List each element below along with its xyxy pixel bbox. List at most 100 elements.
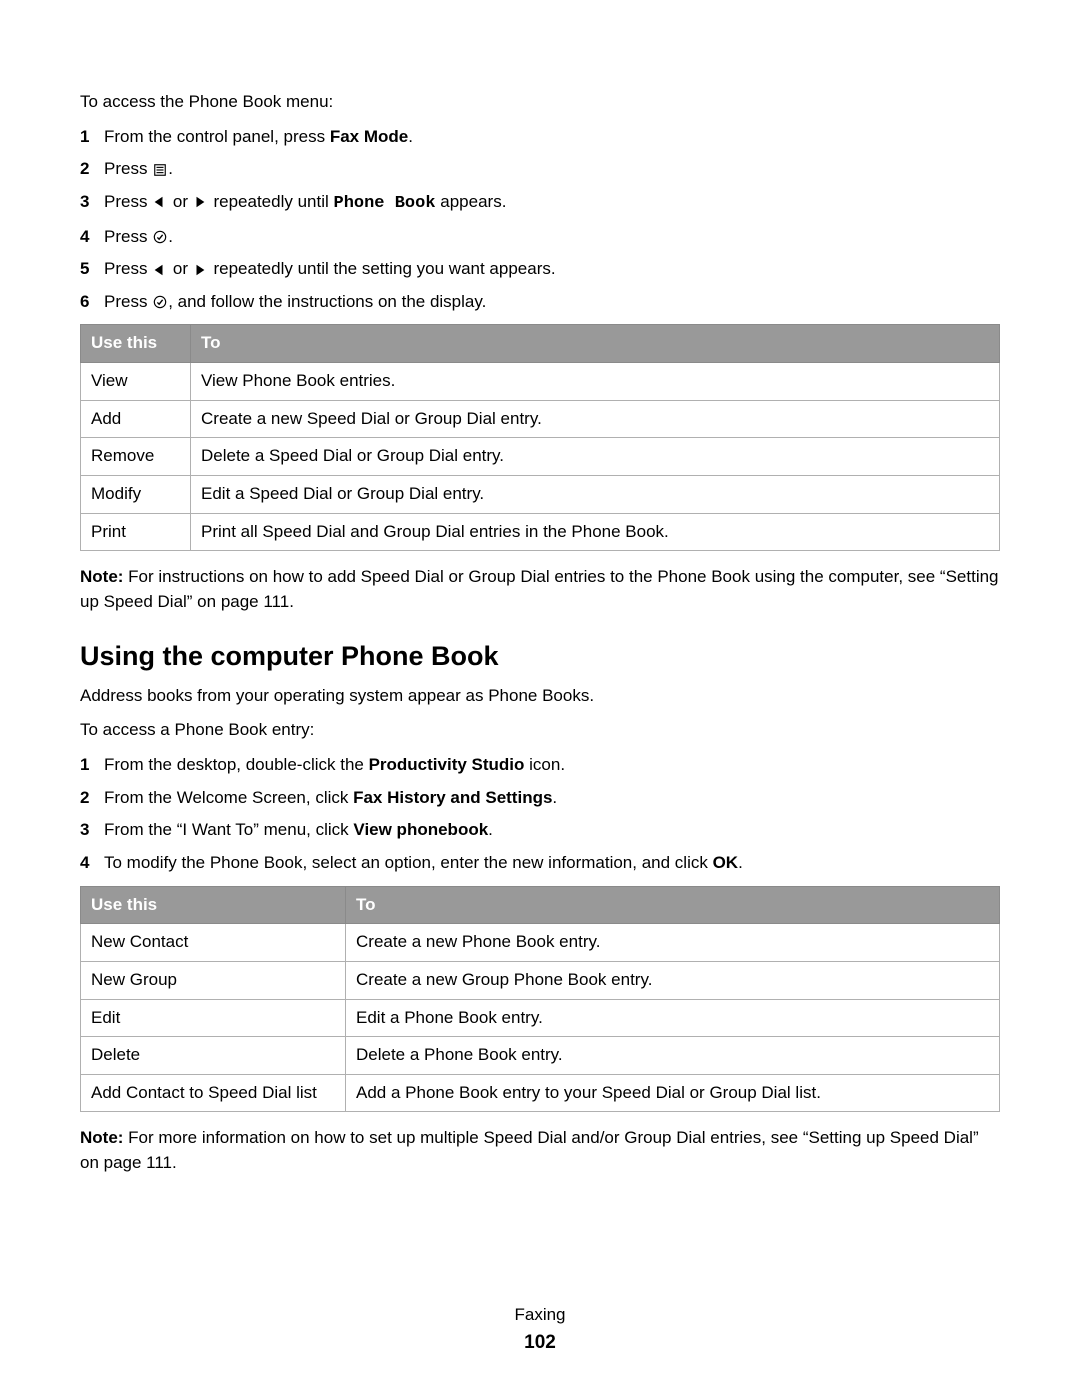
step-5: 5 Press or repeatedly until the setting …	[80, 257, 1000, 282]
options-table-2: Use this To New Contact Create a new Pho…	[80, 886, 1000, 1113]
document-page: To access the Phone Book menu: 1 From th…	[0, 0, 1080, 1397]
step-number: 3	[80, 818, 104, 843]
ok-icon	[152, 230, 168, 244]
table-header-row: Use this To	[81, 325, 1000, 363]
paragraph: To access a Phone Book entry:	[80, 718, 1000, 743]
intro-paragraph: To access the Phone Book menu:	[80, 90, 1000, 115]
table-cell: Print all Speed Dial and Group Dial entr…	[191, 513, 1000, 551]
page-number: 102	[0, 1329, 1080, 1357]
step-text: appears.	[436, 192, 507, 211]
step-body: Press , and follow the instructions on t…	[104, 290, 1000, 315]
step-number: 5	[80, 257, 104, 282]
chapter-title: Faxing	[0, 1303, 1080, 1328]
table-row: Add Create a new Speed Dial or Group Dia…	[81, 400, 1000, 438]
step-text: Press	[104, 259, 152, 278]
table-cell: View	[81, 363, 191, 401]
note-text: For instructions on how to add Speed Dia…	[80, 567, 999, 611]
step-text: From the desktop, double-click the	[104, 755, 369, 774]
table-cell: Delete a Phone Book entry.	[346, 1037, 1000, 1075]
table-cell: Create a new Group Phone Book entry.	[346, 961, 1000, 999]
section-heading: Using the computer Phone Book	[80, 637, 1000, 676]
step-1: 1 From the control panel, press Fax Mode…	[80, 125, 1000, 150]
step-body: Press or repeatedly until Phone Book app…	[104, 190, 1000, 217]
table-header-cell: To	[191, 325, 1000, 363]
step-number: 2	[80, 157, 104, 182]
table-cell: Modify	[81, 476, 191, 514]
step-text: Press	[104, 227, 152, 246]
table-cell: Edit a Phone Book entry.	[346, 999, 1000, 1037]
step-3: 3 From the “I Want To” menu, click View …	[80, 818, 1000, 843]
table-header-cell: To	[346, 886, 1000, 924]
bold-text: Fax History and Settings	[353, 788, 552, 807]
step-body: Press .	[104, 225, 1000, 250]
step-number: 1	[80, 753, 104, 778]
table-cell: Remove	[81, 438, 191, 476]
right-arrow-icon	[193, 263, 209, 277]
note-text: For more information on how to set up mu…	[80, 1128, 979, 1172]
page-footer: Faxing 102	[0, 1303, 1080, 1357]
step-text: .	[168, 227, 173, 246]
table-cell: Create a new Speed Dial or Group Dial en…	[191, 400, 1000, 438]
table-cell: Add Contact to Speed Dial list	[81, 1074, 346, 1112]
step-body: From the control panel, press Fax Mode.	[104, 125, 1000, 150]
step-text: To modify the Phone Book, select an opti…	[104, 853, 713, 872]
table-cell: New Contact	[81, 924, 346, 962]
bold-text: Fax Mode	[330, 127, 408, 146]
menu-icon	[152, 163, 168, 177]
bold-text: Productivity Studio	[369, 755, 525, 774]
note-label: Note:	[80, 1128, 128, 1147]
steps-list-1: 1 From the control panel, press Fax Mode…	[80, 125, 1000, 315]
step-text: or	[168, 192, 193, 211]
step-text: Press	[104, 192, 152, 211]
step-body: From the desktop, double-click the Produ…	[104, 753, 1000, 778]
table-cell: Create a new Phone Book entry.	[346, 924, 1000, 962]
table-row: Edit Edit a Phone Book entry.	[81, 999, 1000, 1037]
step-text: From the “I Want To” menu, click	[104, 820, 353, 839]
step-text: From the Welcome Screen, click	[104, 788, 353, 807]
step-number: 1	[80, 125, 104, 150]
table-cell: View Phone Book entries.	[191, 363, 1000, 401]
note-label: Note:	[80, 567, 128, 586]
step-text: icon.	[524, 755, 565, 774]
step-4: 4 Press .	[80, 225, 1000, 250]
step-text: or	[168, 259, 193, 278]
note-1: Note: For instructions on how to add Spe…	[80, 565, 1000, 614]
table-cell: Delete	[81, 1037, 346, 1075]
step-2: 2 From the Welcome Screen, click Fax His…	[80, 786, 1000, 811]
step-2: 2 Press .	[80, 157, 1000, 182]
step-body: Press .	[104, 157, 1000, 182]
step-body: From the “I Want To” menu, click View ph…	[104, 818, 1000, 843]
mono-text: Phone Book	[334, 194, 436, 213]
table-cell: Add	[81, 400, 191, 438]
step-body: From the Welcome Screen, click Fax Histo…	[104, 786, 1000, 811]
table-header-cell: Use this	[81, 325, 191, 363]
step-text: repeatedly until the setting you want ap…	[209, 259, 556, 278]
step-number: 3	[80, 190, 104, 215]
step-text: , and follow the instructions on the dis…	[168, 292, 486, 311]
bold-text: OK	[713, 853, 739, 872]
step-text: .	[738, 853, 743, 872]
table-header-row: Use this To	[81, 886, 1000, 924]
table-row: Add Contact to Speed Dial list Add a Pho…	[81, 1074, 1000, 1112]
right-arrow-icon	[193, 195, 209, 209]
table-cell: Edit a Speed Dial or Group Dial entry.	[191, 476, 1000, 514]
step-body: Press or repeatedly until the setting yo…	[104, 257, 1000, 282]
ok-icon	[152, 295, 168, 309]
table-row: Modify Edit a Speed Dial or Group Dial e…	[81, 476, 1000, 514]
step-text: From the control panel, press	[104, 127, 330, 146]
step-text: .	[408, 127, 413, 146]
step-4: 4 To modify the Phone Book, select an op…	[80, 851, 1000, 876]
table-row: Remove Delete a Speed Dial or Group Dial…	[81, 438, 1000, 476]
step-text: Press	[104, 292, 152, 311]
paragraph: Address books from your operating system…	[80, 684, 1000, 709]
table-row: New Contact Create a new Phone Book entr…	[81, 924, 1000, 962]
bold-text: View phonebook	[353, 820, 488, 839]
table-row: Print Print all Speed Dial and Group Dia…	[81, 513, 1000, 551]
table-header-cell: Use this	[81, 886, 346, 924]
step-3: 3 Press or repeatedly until Phone Book a…	[80, 190, 1000, 217]
options-table-1: Use this To View View Phone Book entries…	[80, 324, 1000, 551]
step-number: 4	[80, 225, 104, 250]
table-cell: New Group	[81, 961, 346, 999]
note-2: Note: For more information on how to set…	[80, 1126, 1000, 1175]
step-text: Press	[104, 159, 152, 178]
